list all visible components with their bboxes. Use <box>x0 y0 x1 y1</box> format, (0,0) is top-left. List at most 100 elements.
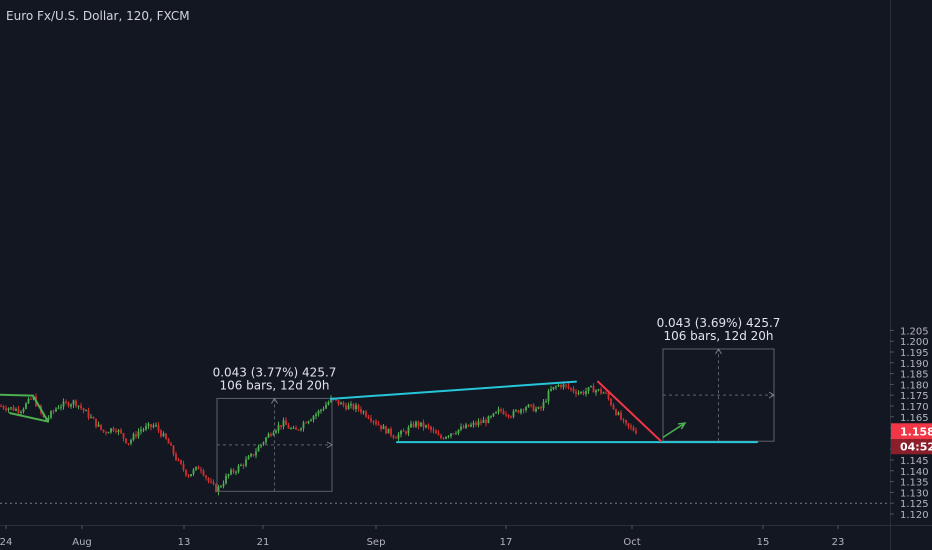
candle-body <box>212 482 215 485</box>
trendlines-layer <box>0 380 758 444</box>
candle-body <box>62 401 65 407</box>
candle-body <box>600 389 602 394</box>
candle-body <box>517 410 520 413</box>
candle-body <box>242 464 245 466</box>
candle-body <box>630 426 632 428</box>
y-tick-label: 1.125 <box>900 499 929 510</box>
y-tick-label: 1.190 <box>900 359 929 370</box>
candle-body <box>7 408 10 411</box>
candle-body <box>450 433 452 436</box>
measure-up-arrow-icon <box>715 348 722 355</box>
candle-body <box>222 483 225 487</box>
candle-body <box>217 486 220 492</box>
candle-body <box>367 416 370 419</box>
candle-body <box>75 400 77 406</box>
y-tick-label: 1.140 <box>900 467 929 478</box>
candle-body <box>180 460 182 464</box>
candle-body <box>2 406 5 409</box>
x-tick-label: 24 <box>0 537 12 548</box>
candle-body <box>550 389 552 392</box>
candle-body <box>207 477 210 482</box>
candle-body <box>115 430 117 432</box>
candle-body <box>0 406 2 407</box>
candle-body <box>337 400 340 405</box>
candle-body <box>372 420 375 422</box>
candle-body <box>262 442 265 445</box>
candle-body <box>592 386 595 393</box>
candle-body <box>295 427 297 430</box>
candle-body <box>510 416 512 418</box>
candle-body <box>52 411 55 413</box>
candle-body <box>352 403 355 410</box>
candle-body <box>480 421 482 423</box>
candle-body <box>210 481 212 483</box>
candle-body <box>350 403 352 406</box>
candle-body <box>467 424 470 427</box>
candle-body <box>452 433 455 435</box>
candle-body <box>635 430 637 434</box>
candle-body <box>455 433 457 435</box>
y-tick-label: 1.120 <box>900 510 929 521</box>
candle-body <box>555 386 557 388</box>
y-tick-label: 1.200 <box>900 337 929 348</box>
y-tick-label: 1.205 <box>900 326 929 337</box>
candle-body <box>602 392 605 394</box>
candle-body <box>270 434 272 436</box>
candle-body <box>145 426 147 430</box>
candle-body <box>610 398 612 406</box>
y-tick-label: 1.170 <box>900 402 929 413</box>
candle-body <box>485 419 487 424</box>
candle-body <box>587 387 590 392</box>
candle-body <box>240 464 242 466</box>
candle-body <box>82 408 85 411</box>
candle-body <box>520 409 522 413</box>
measure-label-line1: 0.043 (3.77%) 425.7 <box>213 365 337 379</box>
x-tick-label: 15 <box>757 537 770 548</box>
candle-body <box>567 385 570 389</box>
measure-label-line1: 0.043 (3.69%) 425.7 <box>657 316 781 330</box>
price-tag-layer: 1.158 04:52 <box>891 423 932 455</box>
candle-body <box>512 411 515 417</box>
candle-body <box>80 405 82 409</box>
candle-body <box>87 410 90 418</box>
y-tick-label: 1.180 <box>900 380 929 391</box>
candle-body <box>627 423 630 427</box>
candle-body <box>490 416 492 418</box>
candle-body <box>322 408 325 410</box>
candle-body <box>165 433 167 439</box>
candle-body <box>20 411 22 413</box>
candle-body <box>252 454 255 456</box>
candle-body <box>347 405 350 410</box>
candle-body <box>622 419 625 421</box>
candle-body <box>462 426 465 429</box>
candle-body <box>542 401 545 409</box>
candle-body <box>10 407 12 409</box>
candle-body <box>157 425 160 431</box>
candle-body <box>365 411 367 417</box>
candle-body <box>345 405 347 410</box>
candle-body <box>460 426 462 430</box>
candle-body <box>77 405 80 407</box>
candle-body <box>47 417 50 421</box>
candle-body <box>477 421 480 425</box>
candle-body <box>540 407 542 409</box>
y-tick-label: 1.145 <box>900 456 929 467</box>
candle-body <box>445 436 447 439</box>
candle-body <box>440 435 442 439</box>
candle-body <box>287 424 290 429</box>
x-tick-label: 21 <box>257 537 270 548</box>
candle-body <box>142 429 145 431</box>
trendline-left-lower <box>9 412 49 423</box>
candle-body <box>147 424 150 427</box>
candle-body <box>427 425 430 427</box>
candle-body <box>435 430 437 434</box>
candle-body <box>547 391 550 402</box>
candle-body <box>152 425 155 427</box>
candle-body <box>95 418 97 427</box>
candle-body <box>442 438 445 440</box>
candle-body <box>495 411 497 414</box>
candle-body <box>375 421 377 424</box>
candle-body <box>607 393 610 399</box>
candle-body <box>5 408 7 411</box>
